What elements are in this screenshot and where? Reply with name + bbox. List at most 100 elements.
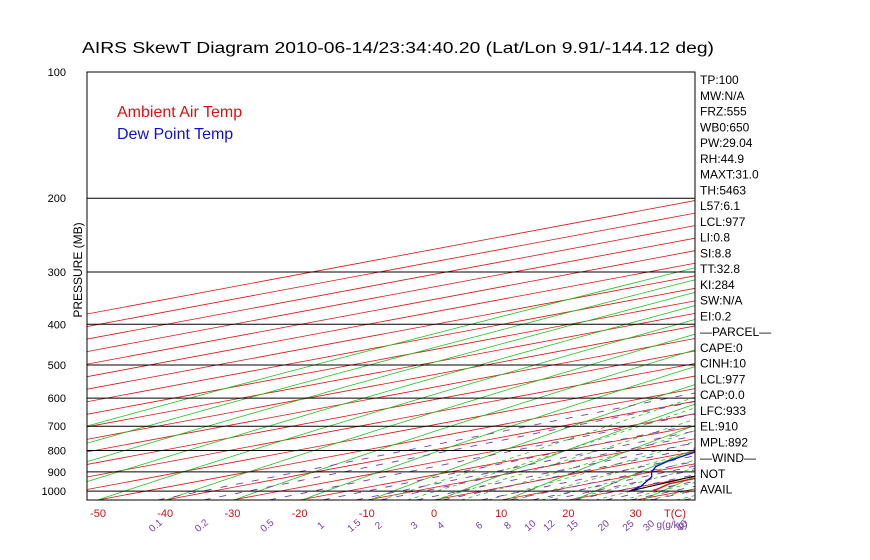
mixing-ratio-line [630,485,695,500]
mixing-ratio-line [356,430,695,500]
stability-index-entry: SW:N/A [700,294,742,308]
mixing-ratio-unit-label: g(g/kg) [656,520,687,531]
bottom-temperature-tick-label: -10 [359,508,375,520]
stability-index-entry: MW:N/A [700,89,744,103]
mixing-ratio-tick-label: 25 [621,518,637,534]
stability-index-entry: LCL:977 [700,215,746,229]
stability-index-entry: MAXT:31.0 [700,168,759,182]
stability-index-entry: EL:910 [700,420,738,434]
dry-adiabat-line [87,291,695,463]
stability-index-entry: KI:284 [700,278,735,292]
stability-index-entry: SI:8.8 [700,246,732,260]
mixing-ratio-tick-label: 30 [641,518,657,534]
dry-adiabat-line [574,448,695,500]
pressure-axis: 100 200 300 400 500 600 700 800 900 1000 [42,67,66,498]
stability-index-entry: MPL:892 [700,435,748,449]
bottom-temperature-tick-label: 0 [431,508,437,520]
pressure-tick-label: 800 [48,446,66,458]
stability-index-entry: FRZ:555 [700,105,747,119]
pressure-tick-label: 900 [48,467,66,479]
mixing-ratio-line [269,413,695,500]
moist-adiabat-line [487,441,695,500]
mixing-ratio-line [442,447,695,500]
stability-index-entry: TT:32.8 [700,262,740,276]
isotherm-line [87,200,695,315]
mixing-ratio-line [203,401,695,500]
isotherm-line [232,413,695,500]
stability-index-entry: AVAIL [700,483,733,497]
pressure-tick-label: 500 [48,360,66,372]
stability-index-entry: CAPE:0 [700,341,743,355]
mixing-ratio-tick-label: 2 [373,520,385,532]
stability-index-entry: NOT [700,467,726,481]
isobar-lines [87,197,695,492]
dry-adiabat-line [642,475,695,500]
pressure-tick-label: 200 [48,193,66,205]
isotherm-line [87,225,695,340]
mixing-ratio-tick-label: 1 [316,520,328,532]
isotherm-line [87,325,695,440]
mixing-ratio-tick-label: 15 [565,518,581,534]
mixing-ratio-tick-label: 8 [502,520,514,532]
mixing-ratio-line [380,435,695,500]
isotherm-line [299,425,695,500]
moist-adiabat-line [380,396,695,500]
dry-adiabat-line [97,319,695,500]
mixing-ratio-tick-label: 10 [523,518,539,534]
mixing-ratio-line [322,424,695,500]
mixing-ratio-line [157,392,695,500]
isotherm-line [87,375,695,490]
dry-adiabat-line [87,267,695,427]
stability-index-entry: TH:5463 [700,183,746,197]
stability-index-entry: LFC:933 [700,404,746,418]
dry-adiabat-line [370,384,695,500]
isotherm-line [97,388,695,500]
isotherm-line [770,72,870,500]
stability-index-entry: LCL:977 [700,372,746,386]
dew-point-temp-profile-line [629,451,695,492]
isotherm-line [165,400,695,500]
isotherm-line [87,237,695,353]
mixing-ratio-tick-label: 20 [596,518,612,534]
bottom-temperature-tick-label: 30 [629,508,641,520]
mixing-ratio-tick-label: 6 [474,520,486,532]
dry-adiabat-line [301,366,695,500]
moist-adiabat-line [460,430,695,500]
pressure-tick-label: 100 [48,67,66,79]
bottom-temperature-axis: -50 -40 -30 -20 -10 0 10 20 30 T(C) [90,508,686,520]
isotherm-line [87,275,695,390]
profile-series [629,451,695,492]
stability-index-entry: —WIND— [700,451,756,465]
pressure-tick-label: 300 [48,267,66,279]
stability-index-entry: PW:29.04 [700,136,753,150]
dry-adiabat-line [165,333,695,500]
stability-index-entry: CINH:10 [700,357,746,371]
pressure-tick-label: 1000 [42,486,66,498]
isotherm-line [87,262,695,378]
isotherm-line [837,72,870,500]
isotherm-line [87,250,695,365]
mixing-ratio-line [532,465,695,500]
mixing-ratio-tick-label: 0.2 [193,517,211,535]
mixing-ratio-line [509,460,695,500]
pressure-axis-label: PRESSURE (MB) [71,222,85,317]
dry-adiabat-line [87,305,695,483]
mixing-ratio-line [481,455,695,500]
stability-index-entry: EI:0.2 [700,309,732,323]
dry-adiabat-line [87,279,695,444]
isotherm-line [87,363,695,478]
bottom-temperature-tick-label: -20 [292,508,308,520]
stability-index-entry: TP:100 [700,73,739,87]
isotherm-line [87,350,695,465]
bottom-temperature-tick-label: 10 [495,508,507,520]
dry-adiabat-line [779,81,870,500]
plot-frame [86,71,696,501]
isotherm-line [433,450,695,500]
mixing-ratio-line [650,490,695,500]
dry-adiabat-line [438,403,695,500]
parcel-profile-line [629,475,695,492]
chart-title: AIRS SkewT Diagram 2010-06-14/23:34:40.2… [82,40,714,57]
isotherm-line [87,212,695,327]
